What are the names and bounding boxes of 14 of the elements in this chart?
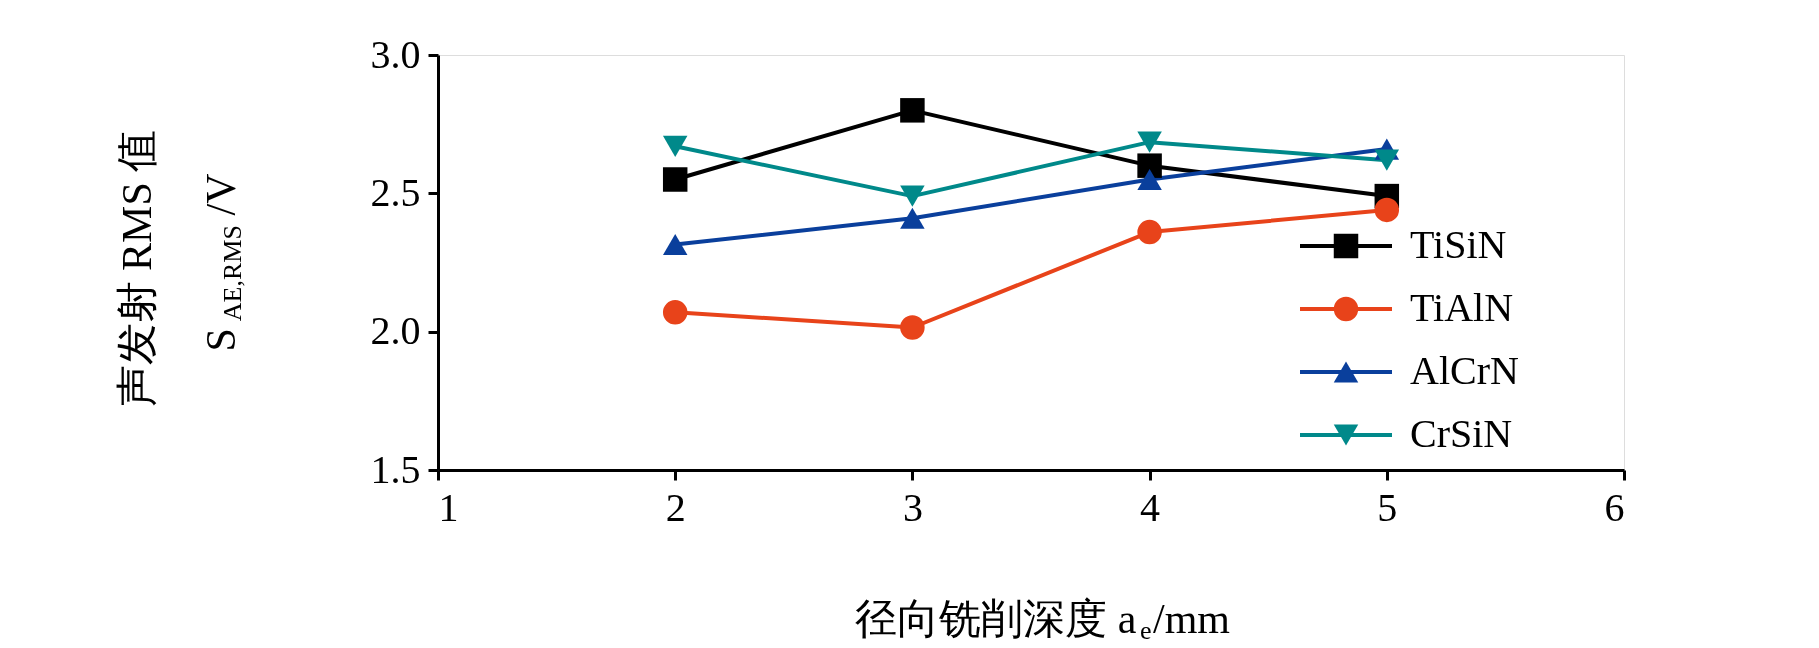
x-tick-label: 3 [902,484,923,530]
y-tick-label: 3.0 [370,31,421,77]
x-tick-label: 6 [1604,484,1625,530]
x-tick-label: 1 [438,484,459,530]
legend-label: CrSiN [1410,411,1513,456]
y-tick-label: 2.5 [370,169,421,215]
y-tick-label: 2.0 [370,308,421,354]
x-tick-label: 4 [1140,484,1161,530]
legend-label: TiAlN [1410,285,1514,330]
legend-label: TiSiN [1410,222,1507,267]
x-tick-label: 2 [665,484,686,530]
y-tick-label: 1.5 [370,446,421,492]
legend-label: AlCrN [1410,348,1519,393]
x-tick-label: 5 [1377,484,1398,530]
